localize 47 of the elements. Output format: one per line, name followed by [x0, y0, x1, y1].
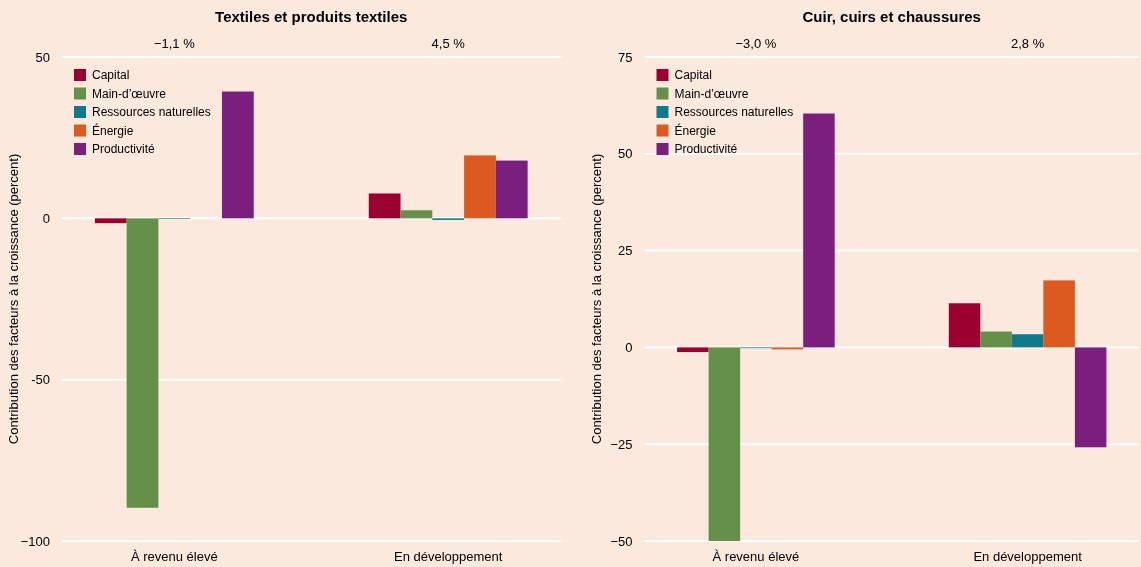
- legend-label: Productivité: [674, 142, 738, 157]
- bar: [495, 160, 528, 219]
- bar: [400, 210, 433, 219]
- legend-label: Main-d’œuvre: [674, 86, 749, 101]
- chart-title: Cuir, cuirs et chaussures: [802, 8, 981, 25]
- y-tick-label: −50: [610, 533, 633, 549]
- legend-label: Ressources naturelles: [92, 105, 211, 120]
- x-tick-label: À revenu élevé: [130, 549, 218, 564]
- y-tick-label: 50: [35, 49, 50, 65]
- y-axis-title: Contribution des facteurs à la croissance (percent): [588, 153, 604, 445]
- bar: [1011, 334, 1044, 348]
- legend-label: Capital: [92, 68, 130, 83]
- chart-title: Textiles et produits textiles: [215, 8, 408, 25]
- legend-label: Capital: [674, 68, 712, 83]
- text: −3,0 %: [735, 36, 777, 51]
- x-tick-label: En développement: [393, 549, 503, 564]
- y-tick-label: 0: [42, 210, 50, 226]
- bar: [677, 347, 709, 353]
- y-tick-label: 75: [618, 49, 633, 65]
- bar: [948, 303, 981, 348]
- bar: [94, 218, 127, 224]
- legend-label: Énergie: [92, 122, 134, 138]
- bar: [708, 347, 741, 541]
- x-tick-label: À revenu élevé: [712, 549, 800, 564]
- y-tick-label: 0: [625, 339, 633, 355]
- legend-label: Énergie: [674, 122, 717, 138]
- x-tick-label: En développement: [973, 549, 1083, 564]
- y-axis-title: Contribution des facteurs à la croissance (percent): [6, 153, 21, 445]
- y-tick-label: −100: [20, 533, 50, 549]
- bar: [1074, 347, 1107, 448]
- y-tick-label: 25: [618, 243, 633, 259]
- legend-label: Main-d’œuvre: [92, 86, 167, 101]
- bar: [803, 113, 835, 348]
- bar: [464, 155, 496, 219]
- text: −1,1 %: [153, 36, 196, 51]
- bar: [1043, 280, 1075, 348]
- text: 4,5 %: [431, 36, 466, 51]
- bar: [368, 193, 401, 219]
- legend-label: Productivité: [92, 142, 156, 157]
- y-tick-label: −25: [610, 436, 633, 452]
- bar: [221, 91, 254, 219]
- y-tick-label: -50: [31, 372, 50, 388]
- bar: [126, 218, 159, 508]
- bar: [980, 331, 1012, 348]
- y-tick-label: 50: [618, 146, 633, 162]
- legend-label: Ressources naturelles: [674, 105, 794, 120]
- text: 2,8 %: [1010, 36, 1045, 51]
